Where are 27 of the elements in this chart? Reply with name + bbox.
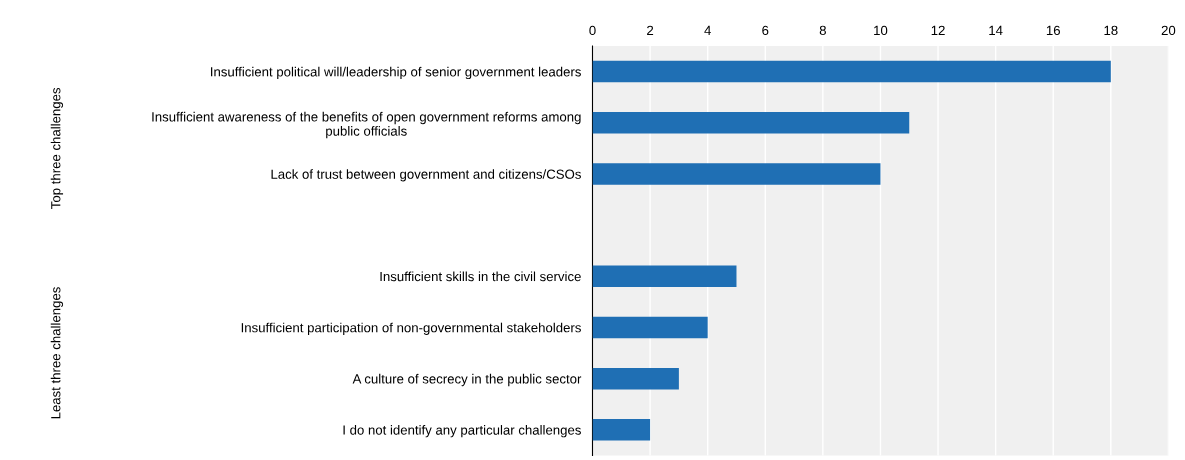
x-tick-label: 20 [1161, 25, 1176, 36]
x-tick-label: 8 [819, 25, 826, 36]
x-tick-label: 12 [931, 25, 945, 35]
y-tick-label: Insufficient skills in the civil service [380, 271, 581, 282]
x-tick-label: 6 [762, 25, 769, 36]
y-tick-label: Lack of trust between government and citizens/CSOs [271, 169, 581, 182]
bar [592, 112, 910, 134]
x-tick-label: 16 [1046, 25, 1060, 36]
bar [592, 163, 881, 185]
bar [592, 419, 651, 441]
y-tick-label: Insufficient participation of non-governmental stakeholders [241, 322, 581, 335]
x-tick-label: 2 [647, 25, 654, 35]
x-tick-label: 14 [989, 25, 1003, 35]
x-tick-label: 0 [589, 25, 596, 36]
text: Least three challenges [50, 287, 64, 419]
x-tick-label: 4 [704, 25, 711, 35]
bar [592, 367, 679, 390]
y-tick-label: A culture of secrecy in the public sector [352, 373, 582, 387]
y-tick-label: I do not identify any particular challenges [343, 425, 581, 438]
bar [592, 265, 737, 288]
x-tick-label: 18 [1104, 25, 1118, 36]
y-tick-label: Insufficient political will/leadership of senior government leaders [211, 66, 581, 80]
x-tick-label: 10 [874, 25, 888, 36]
y-tick-label: Insufficient awareness of the benefits of open government reforms among public officials [152, 111, 581, 139]
bar [592, 316, 708, 339]
bar [592, 60, 1111, 83]
text: Top three challenges [50, 87, 64, 209]
